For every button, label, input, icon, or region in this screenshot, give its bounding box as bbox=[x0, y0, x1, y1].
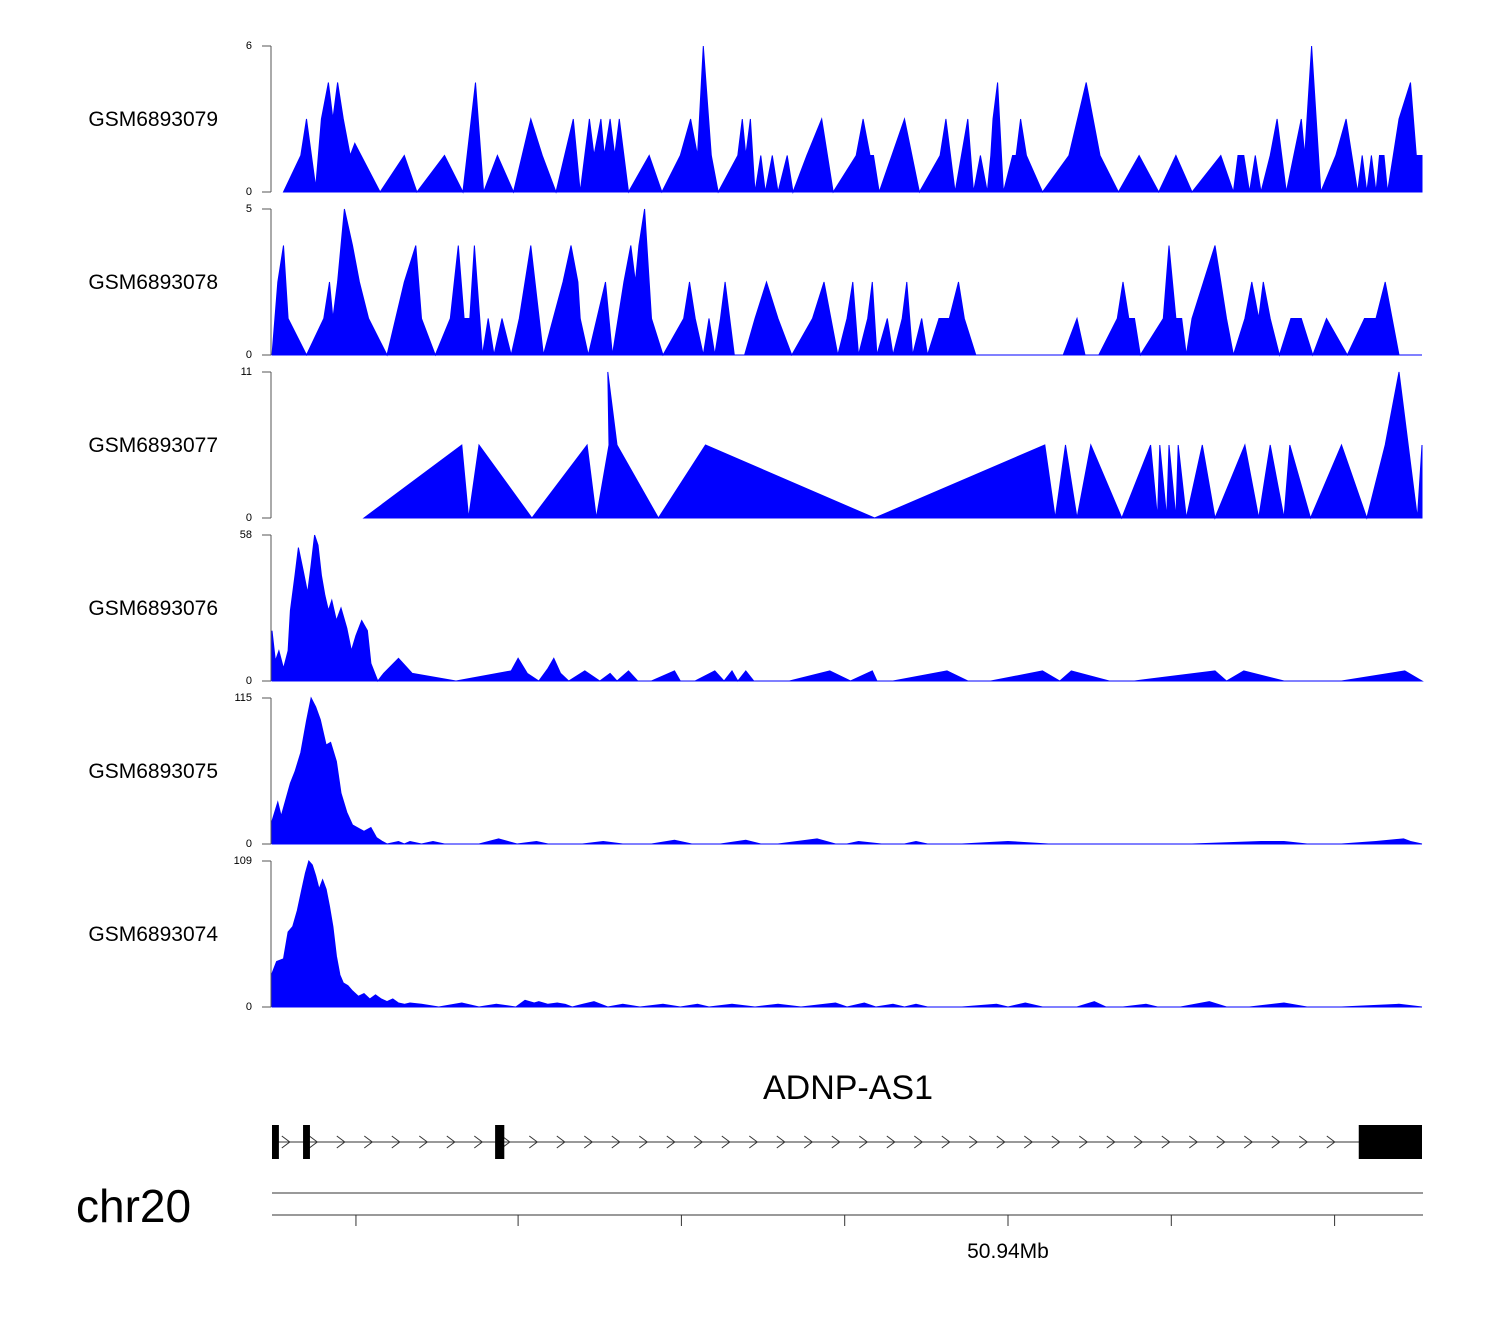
gene-model bbox=[272, 1125, 1422, 1159]
strand-arrow bbox=[1051, 1135, 1061, 1149]
chromosome-label: chr20 bbox=[76, 1180, 191, 1232]
strand-arrow bbox=[1244, 1135, 1254, 1149]
y-tick-label: 0 bbox=[246, 349, 252, 361]
y-tick-label: 58 bbox=[240, 529, 252, 541]
track-label: GSM6893074 bbox=[88, 923, 218, 946]
coverage-tracks: GSM689307960GSM689307850GSM6893077110GSM… bbox=[88, 40, 1424, 1013]
strand-arrow bbox=[446, 1135, 456, 1149]
exon-block bbox=[272, 1125, 279, 1159]
strand-arrow bbox=[666, 1135, 676, 1149]
track-GSM6893079: GSM6893079 6 0 bbox=[88, 40, 1423, 198]
track-label: GSM6893078 bbox=[88, 271, 218, 294]
strand-arrow bbox=[1079, 1135, 1089, 1149]
strand-arrow bbox=[1326, 1135, 1336, 1149]
y-tick-label: 0 bbox=[246, 186, 252, 198]
strand-arrow bbox=[996, 1135, 1006, 1149]
strand-arrow bbox=[721, 1135, 731, 1149]
track-GSM6893074: GSM6893074 109 0 bbox=[88, 855, 1423, 1013]
strand-arrow bbox=[1134, 1135, 1144, 1149]
gene-name-label: ADNP-AS1 bbox=[763, 1069, 933, 1107]
y-tick-label: 115 bbox=[234, 692, 252, 704]
exon-block bbox=[1358, 1125, 1422, 1159]
strand-arrow bbox=[1189, 1135, 1199, 1149]
strand-arrow bbox=[748, 1135, 759, 1149]
y-tick-label: 109 bbox=[234, 855, 252, 867]
strand-arrow bbox=[831, 1135, 841, 1149]
strand-arrow bbox=[336, 1135, 346, 1149]
y-tick-label: 0 bbox=[246, 512, 252, 524]
strand-arrow bbox=[886, 1135, 896, 1149]
genome-axis: 50.94Mb bbox=[272, 1192, 1423, 1263]
y-tick-label: 0 bbox=[246, 838, 252, 850]
track-GSM6893078: GSM6893078 5 0 bbox=[88, 203, 1422, 361]
y-tick-label: 0 bbox=[246, 675, 252, 687]
strand-arrow bbox=[391, 1135, 401, 1149]
strand-arrow bbox=[418, 1135, 429, 1149]
strand-arrow bbox=[1216, 1135, 1226, 1149]
strand-arrow bbox=[1024, 1135, 1034, 1149]
exon-block bbox=[495, 1125, 505, 1159]
strand-arrow bbox=[611, 1135, 621, 1149]
strand-arrow bbox=[528, 1135, 539, 1149]
y-tick-label: 5 bbox=[246, 203, 252, 215]
strand-arrow bbox=[556, 1135, 566, 1149]
strand-arrow bbox=[308, 1135, 319, 1149]
strand-arrow bbox=[281, 1135, 291, 1149]
y-tick-label: 6 bbox=[246, 40, 252, 52]
strand-arrow bbox=[776, 1135, 786, 1149]
strand-arrow bbox=[363, 1135, 374, 1149]
track-GSM6893076: GSM6893076 58 0 bbox=[88, 529, 1424, 687]
coverage-area bbox=[271, 859, 1423, 1008]
strand-arrow bbox=[473, 1135, 484, 1149]
strand-arrow bbox=[803, 1135, 814, 1149]
coverage-area bbox=[271, 208, 1422, 357]
exon-block bbox=[303, 1125, 310, 1159]
strand-arrow bbox=[583, 1135, 594, 1149]
strand-arrow bbox=[913, 1135, 924, 1149]
track-label: GSM6893079 bbox=[88, 108, 218, 131]
strand-arrow bbox=[1299, 1135, 1309, 1149]
coverage-area bbox=[282, 45, 1423, 194]
axis-tick-label: 50.94Mb bbox=[967, 1240, 1049, 1263]
strand-arrow bbox=[858, 1135, 869, 1149]
track-GSM6893075: GSM6893075 115 0 bbox=[88, 692, 1423, 850]
coverage-area bbox=[271, 696, 1423, 845]
strand-arrow bbox=[1271, 1135, 1281, 1149]
strand-arrow bbox=[968, 1135, 979, 1149]
track-label: GSM6893076 bbox=[88, 597, 218, 620]
strand-arrow bbox=[638, 1135, 649, 1149]
track-GSM6893077: GSM6893077 11 0 bbox=[88, 366, 1423, 524]
coverage-area bbox=[362, 371, 1423, 520]
track-label: GSM6893075 bbox=[88, 760, 218, 783]
strand-arrow bbox=[501, 1135, 511, 1149]
strand-arrow bbox=[941, 1135, 951, 1149]
strand-arrow bbox=[1106, 1135, 1116, 1149]
strand-arrow bbox=[1161, 1135, 1171, 1149]
strand-arrow bbox=[693, 1135, 704, 1149]
y-tick-label: 0 bbox=[246, 1001, 252, 1013]
coverage-area bbox=[271, 534, 1424, 683]
y-tick-label: 11 bbox=[241, 366, 252, 378]
track-label: GSM6893077 bbox=[88, 434, 218, 457]
